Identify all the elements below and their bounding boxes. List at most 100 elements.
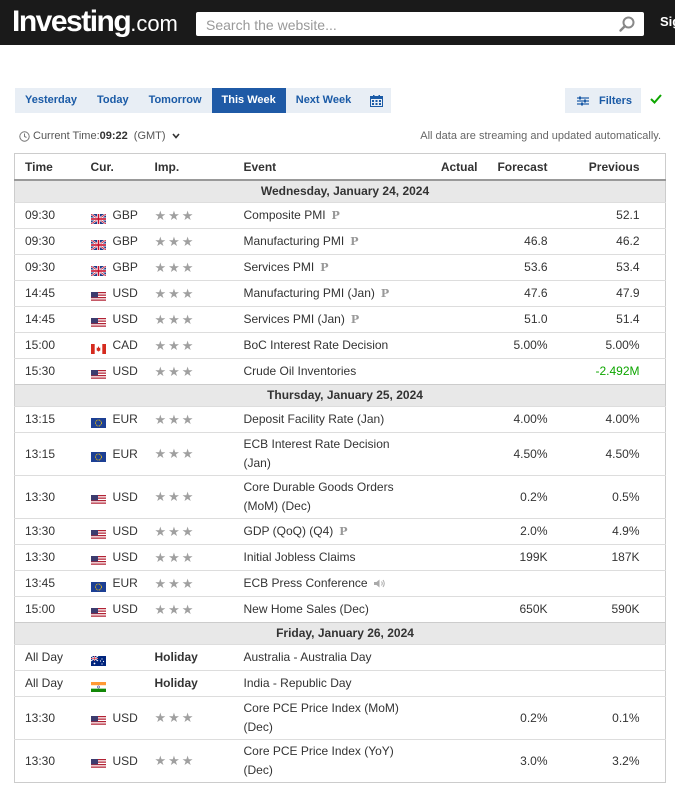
- row-spacer: [639, 332, 666, 359]
- importance-stars-icon: ★★★: [154, 233, 196, 249]
- event-cell[interactable]: Composite PMI P: [233, 202, 406, 229]
- importance-cell: ★★★: [144, 596, 234, 623]
- col-header-forecast: Forecast: [477, 153, 548, 181]
- table-row[interactable]: 13:30 USD ★★★ GDP (QoQ) (Q4) P 2.0% 4.9%: [14, 518, 666, 545]
- table-row[interactable]: All Day Holiday India - Republic Day: [14, 670, 666, 697]
- table-row[interactable]: 09:30 GBP ★★★ Services PMI P 53.6 53.4: [14, 254, 666, 281]
- actual-value: [405, 570, 478, 597]
- forecast-value: [477, 670, 548, 697]
- event-cell[interactable]: GDP (QoQ) (Q4) P: [233, 518, 406, 545]
- event-name-link[interactable]: Core Durable Goods Orders (MoM) (Dec): [243, 480, 394, 513]
- event-name-link[interactable]: New Home Sales (Dec): [243, 602, 369, 616]
- table-row[interactable]: 13:45 EUR ★★★ ECB Press Conference: [14, 570, 666, 597]
- tab-today[interactable]: Today: [96, 94, 129, 106]
- investing-logo[interactable]: Investing.com: [12, 5, 178, 38]
- uk-flag-icon: [89, 237, 107, 251]
- calendar-button[interactable]: [361, 88, 391, 113]
- actual-value: [405, 280, 478, 307]
- table-row[interactable]: 13:30 USD ★★★ Initial Jobless Claims 199K 187…: [14, 544, 666, 571]
- previous-value: 3.2%: [547, 739, 640, 783]
- actual-value: [405, 358, 478, 385]
- table-row[interactable]: 13:30 USD ★★★ Core Durable Goods Orders (Mo…: [14, 475, 666, 519]
- actual-value: [405, 432, 478, 476]
- day-header-label: Friday, January 26, 2024: [14, 622, 666, 645]
- currency-cell: EUR: [80, 432, 145, 476]
- table-row[interactable]: 09:30 GBP ★★★ Manufacturing PMI P 46.8 46.2: [14, 228, 666, 255]
- row-spacer: [639, 739, 666, 783]
- event-name-link[interactable]: Core PCE Price Index (YoY) (Dec): [243, 744, 394, 777]
- table-row[interactable]: 15:00 USD ★★★ New Home Sales (Dec) 650K 590K: [14, 596, 666, 623]
- event-cell[interactable]: Initial Jobless Claims: [233, 544, 406, 571]
- tab-tomorrow[interactable]: Tomorrow: [148, 94, 202, 106]
- filters-button[interactable]: Filters: [565, 88, 641, 113]
- forecast-value: 51.0: [477, 306, 548, 333]
- sign-in-link[interactable]: Sig: [660, 14, 675, 29]
- event-time: All Day: [14, 670, 81, 697]
- event-cell[interactable]: Core PCE Price Index (YoY) (Dec): [233, 739, 406, 783]
- event-cell[interactable]: Core Durable Goods Orders (MoM) (Dec): [233, 475, 406, 519]
- event-name-link[interactable]: ECB Interest Rate Decision (Jan): [243, 437, 390, 470]
- event-name-link[interactable]: ECB Press Conference: [243, 576, 368, 590]
- event-cell[interactable]: BoC Interest Rate Decision: [233, 332, 406, 359]
- tab-yesterday[interactable]: Yesterday: [25, 94, 77, 106]
- importance-stars-icon: ★★★: [154, 575, 196, 591]
- event-cell[interactable]: Services PMI P: [233, 254, 406, 281]
- table-row[interactable]: 13:30 USD ★★★ Core PCE Price Index (MoM) (D…: [14, 696, 666, 740]
- chevron-down-icon[interactable]: [171, 133, 180, 139]
- preliminary-release-icon: P: [331, 209, 340, 222]
- previous-value: [547, 570, 640, 597]
- event-name-link[interactable]: Australia - Australia Day: [243, 650, 372, 664]
- table-row[interactable]: 14:45 USD ★★★ Manufacturing PMI (Jan) P 47.6 4…: [14, 280, 666, 307]
- currency-cell: USD: [80, 280, 145, 307]
- table-row[interactable]: 13:30 USD ★★★ Core PCE Price Index (YoY) (D…: [14, 739, 666, 783]
- event-name-link[interactable]: Core PCE Price Index (MoM) (Dec): [243, 701, 399, 734]
- event-name-link[interactable]: BoC Interest Rate Decision: [243, 338, 389, 352]
- event-cell[interactable]: ECB Press Conference: [233, 570, 406, 597]
- row-spacer: [639, 280, 666, 307]
- event-cell[interactable]: Manufacturing PMI P: [233, 228, 406, 255]
- event-name-link[interactable]: Manufacturing PMI: [243, 234, 345, 248]
- event-cell[interactable]: Australia - Australia Day: [233, 644, 406, 671]
- table-row[interactable]: 13:15 EUR ★★★ Deposit Facility Rate (Jan) 4.…: [14, 406, 666, 433]
- col-header-previous: Previous: [547, 153, 640, 181]
- table-row[interactable]: 15:00 CAD ★★★ BoC Interest Rate Decision 5.0…: [14, 332, 666, 359]
- event-cell[interactable]: Core PCE Price Index (MoM) (Dec): [233, 696, 406, 740]
- event-cell[interactable]: New Home Sales (Dec): [233, 596, 406, 623]
- event-name-link[interactable]: Crude Oil Inventories: [243, 364, 357, 378]
- tab-this-week[interactable]: This Week: [211, 88, 286, 113]
- event-cell[interactable]: India - Republic Day: [233, 670, 406, 697]
- table-row[interactable]: 14:45 USD ★★★ Services PMI (Jan) P 51.0 51.4: [14, 306, 666, 333]
- event-cell[interactable]: Manufacturing PMI (Jan) P: [233, 280, 406, 307]
- forecast-value: 46.8: [477, 228, 548, 255]
- event-name-link[interactable]: Manufacturing PMI (Jan): [243, 286, 375, 300]
- importance-cell: ★★★: [144, 739, 234, 783]
- tab-next-week[interactable]: Next Week: [295, 94, 352, 106]
- search-icon[interactable]: [618, 15, 636, 33]
- row-spacer: [639, 670, 666, 697]
- currency-code: GBP: [112, 260, 138, 274]
- event-cell[interactable]: Services PMI (Jan) P: [233, 306, 406, 333]
- row-spacer: [639, 518, 666, 545]
- event-name-link[interactable]: Deposit Facility Rate (Jan): [243, 412, 385, 426]
- table-row[interactable]: 15:30 USD ★★★ Crude Oil Inventories -2.492M: [14, 358, 666, 385]
- table-row[interactable]: All Day Holiday Australia - Australia Day: [14, 644, 666, 671]
- event-name-link[interactable]: GDP (QoQ) (Q4): [243, 524, 334, 538]
- event-name-link[interactable]: Services PMI: [243, 260, 315, 274]
- event-name-link[interactable]: Initial Jobless Claims: [243, 550, 356, 564]
- event-name-link[interactable]: India - Republic Day: [243, 676, 352, 690]
- us-flag-icon: [90, 492, 106, 505]
- importance-cell: ★★★: [144, 570, 234, 597]
- speaker-icon: [373, 579, 385, 588]
- event-name-link[interactable]: Services PMI (Jan): [243, 312, 345, 326]
- event-name-link[interactable]: Composite PMI: [243, 208, 326, 222]
- current-time-bar[interactable]: Current Time: 09:22 (GMT): [19, 130, 180, 142]
- event-cell[interactable]: Deposit Facility Rate (Jan): [233, 406, 406, 433]
- table-row[interactable]: 09:30 GBP ★★★ Composite PMI P 52.1: [14, 202, 666, 229]
- search-input[interactable]: [204, 13, 608, 37]
- calendar-icon: [369, 94, 383, 107]
- event-cell[interactable]: ECB Interest Rate Decision (Jan): [233, 432, 406, 476]
- row-spacer: [639, 202, 666, 229]
- event-cell[interactable]: Crude Oil Inventories: [233, 358, 406, 385]
- table-row[interactable]: 13:15 EUR ★★★ ECB Interest Rate Decision (J…: [14, 432, 666, 476]
- currency-cell: [80, 670, 145, 697]
